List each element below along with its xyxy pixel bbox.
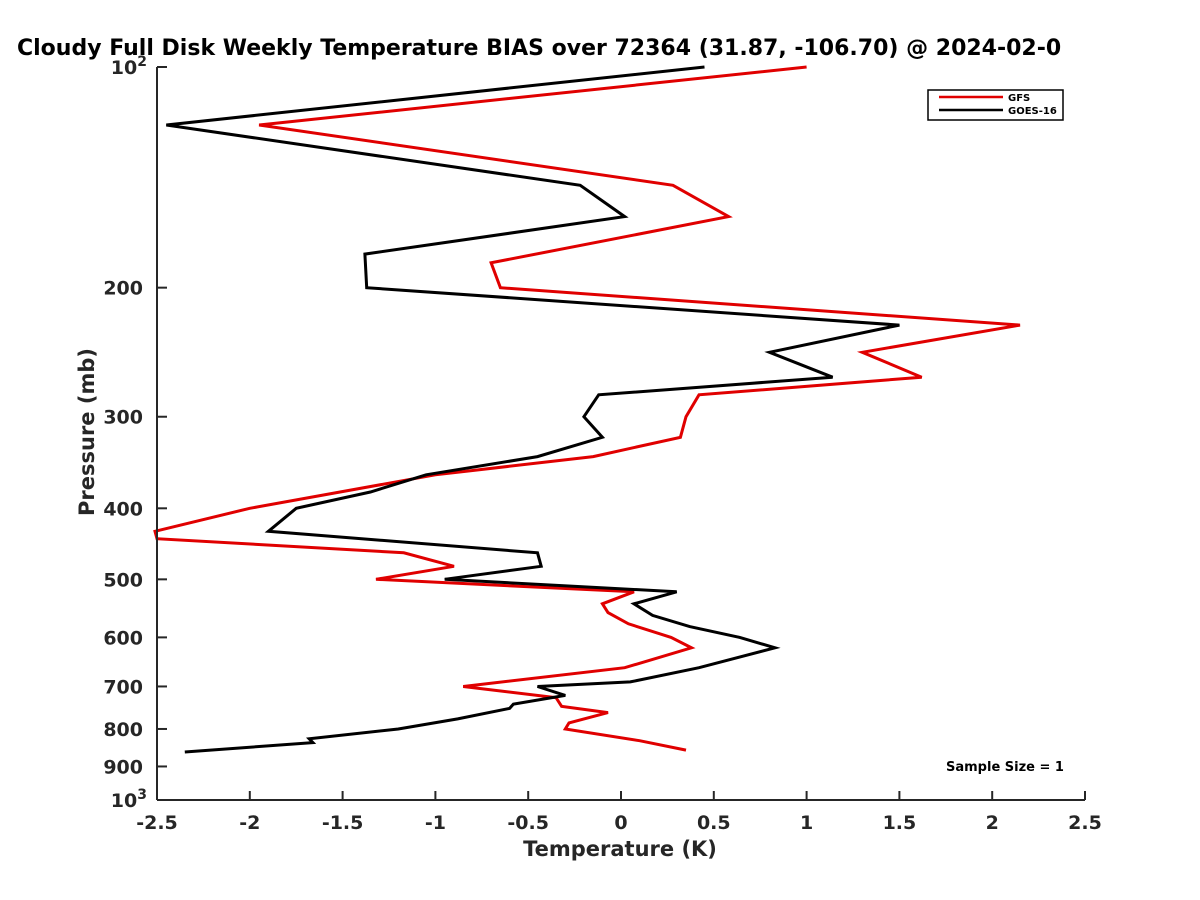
series-line-goes-16 [166,65,900,754]
legend-label-gfs: GFS [1008,93,1030,104]
y-tick-label: 200 [103,278,143,300]
legend-label-goes16: GOES-16 [1008,106,1057,117]
y-tick-label: 500 [103,569,143,591]
y-tick-label: 400 [103,498,143,520]
legend-box [927,89,1064,121]
x-axis-label: Temperature (K) [523,837,717,861]
legend: GFS GOES-16 [927,89,1064,121]
x-tick-label: 0 [614,812,627,834]
x-tick-label: -1 [425,812,446,834]
y-tick-label: 700 [103,676,143,698]
y-tick-label: 300 [103,407,143,429]
series-layer [153,65,1021,754]
x-tick-label: -0.5 [507,812,549,834]
y-axis-label: Pressure (mb) [75,348,99,516]
x-tick-label: -2.5 [136,812,178,834]
y-tick-label: 900 [103,756,143,778]
y-tick-label: 600 [103,627,143,649]
series-line-gfs [153,65,1021,752]
x-tick-label: 2.5 [1068,812,1102,834]
sample-size-annotation: Sample Size = 1 [946,760,1064,775]
x-tick-label: -2 [239,812,260,834]
y-tick-label: 103 [111,787,147,812]
y-tick-label: 800 [103,719,143,741]
x-tick-label: 0.5 [697,812,731,834]
x-tick-label: 1.5 [883,812,917,834]
y-tick-label: 102 [111,54,147,79]
x-tick-label: 2 [986,812,999,834]
axes-layer: -2.5 -2 -1.5 -1 -0.5 0 0.5 1 1.5 2 2.5 102 200 300 400… [103,54,1102,834]
x-tick-label: -1.5 [322,812,364,834]
chart-title: Cloudy Full Disk Weekly Temperature BIAS… [17,36,1061,61]
x-tick-label: 1 [800,812,813,834]
